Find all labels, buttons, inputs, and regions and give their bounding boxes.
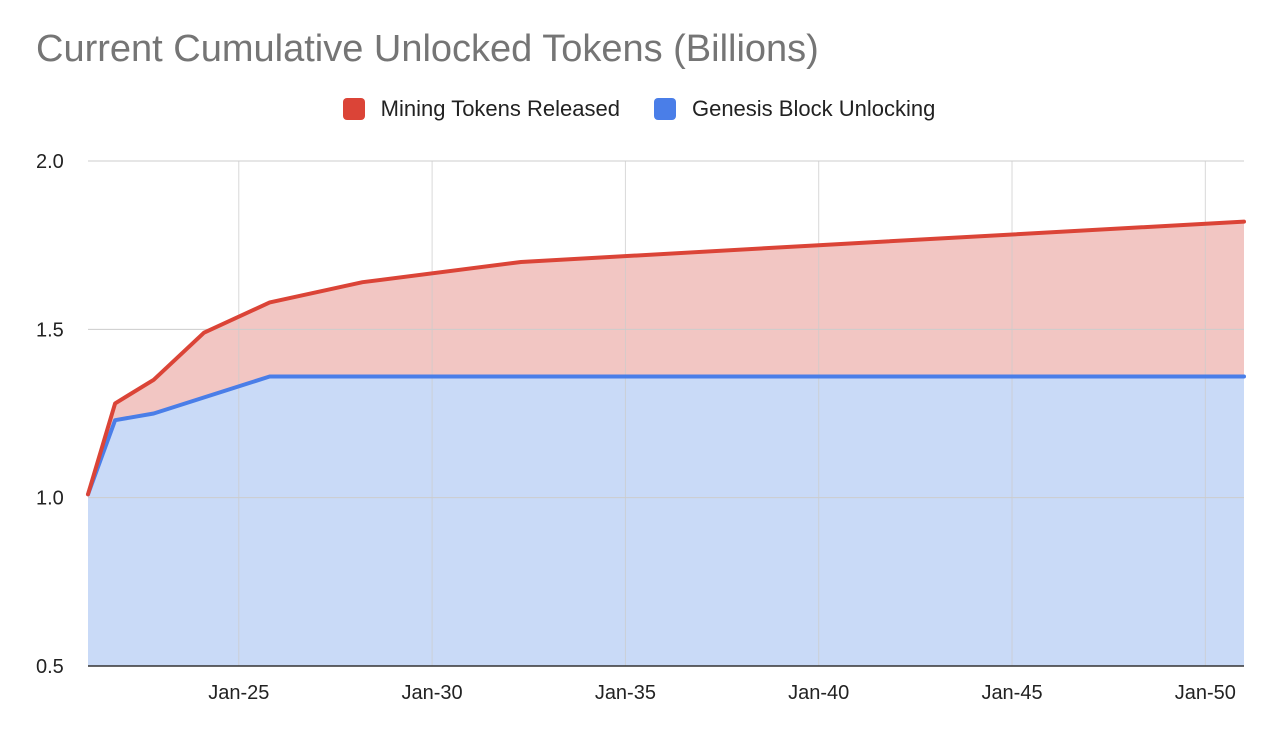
x-tick-label: Jan-50 bbox=[1175, 682, 1236, 704]
legend-item-mining[interactable]: Mining Tokens Released bbox=[342, 96, 620, 122]
legend: Mining Tokens Released Genesis Block Unl… bbox=[0, 96, 1278, 122]
y-tick-label: 2.0 bbox=[36, 151, 64, 173]
x-tick-label: Jan-45 bbox=[981, 682, 1042, 704]
x-tick-label: Jan-30 bbox=[402, 682, 463, 704]
legend-swatch-genesis bbox=[653, 98, 676, 120]
genesis-area bbox=[88, 376, 1244, 666]
legend-label-genesis: Genesis Block Unlocking bbox=[691, 96, 936, 121]
y-tick-label: 1.5 bbox=[36, 319, 64, 341]
genesis-line[interactable] bbox=[86, 374, 1246, 497]
mining-line[interactable] bbox=[86, 219, 1246, 497]
chart-title: Current Cumulative Unlocked Tokens (Bill… bbox=[36, 28, 819, 70]
y-tick-label: 0.5 bbox=[36, 656, 64, 678]
y-tick-label: 1.0 bbox=[36, 488, 64, 510]
legend-label-mining: Mining Tokens Released bbox=[380, 96, 620, 121]
x-tick-label: Jan-40 bbox=[788, 682, 849, 704]
x-tick-label: Jan-25 bbox=[208, 682, 269, 704]
x-tick-label: Jan-35 bbox=[595, 682, 656, 704]
legend-item-genesis[interactable]: Genesis Block Unlocking bbox=[653, 96, 936, 122]
mining-area bbox=[88, 221, 1244, 495]
legend-swatch-mining bbox=[342, 98, 365, 120]
